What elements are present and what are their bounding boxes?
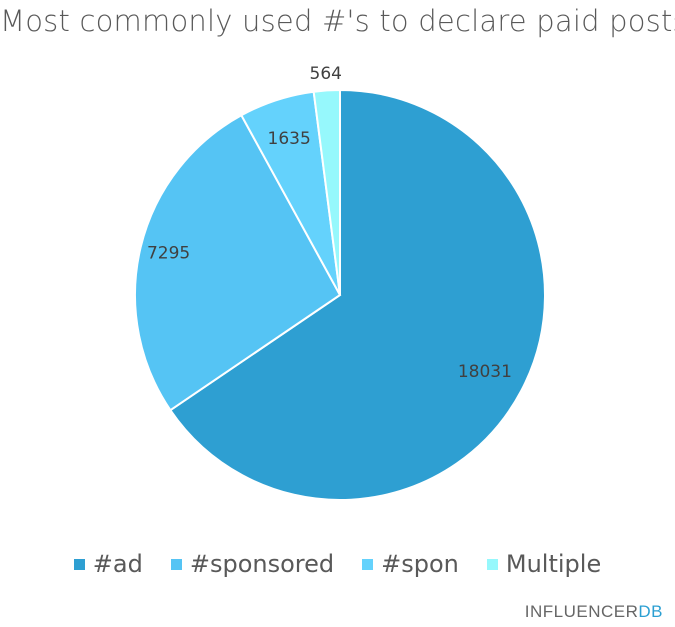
legend-swatch-ad — [73, 558, 85, 570]
legend-label-sponsored: #sponsored — [189, 550, 335, 578]
data-label-spon: 1635 — [268, 129, 311, 149]
legend-item-multiple[interactable]: Multiple — [486, 550, 602, 578]
pie-slice-multiple[interactable] — [312, 88, 341, 296]
legend: #ad #sponsored #spon Multiple — [0, 550, 675, 578]
legend-label-spon: #spon — [381, 550, 459, 578]
brand-logo: INFLUENCERDB — [525, 602, 663, 622]
legend-label-multiple: Multiple — [505, 550, 602, 578]
legend-item-sponsored[interactable]: #sponsored — [170, 550, 335, 578]
chart-title: Most commonly used #'s to declare paid p… — [0, 4, 675, 38]
legend-label-ad: #ad — [92, 550, 143, 578]
legend-swatch-sponsored — [170, 558, 182, 570]
brand-logo-part2: DB — [638, 602, 663, 621]
pie-slice-sponsored[interactable] — [134, 113, 342, 412]
data-label-ad: 18031 — [458, 362, 512, 382]
legend-swatch-multiple — [486, 558, 498, 570]
legend-item-ad[interactable]: #ad — [73, 550, 143, 578]
legend-item-spon[interactable]: #spon — [362, 550, 459, 578]
brand-logo-part1: INFLUENCER — [524, 602, 639, 621]
data-label-multiple: 564 — [310, 64, 342, 84]
legend-swatch-spon — [362, 558, 374, 570]
data-label-sponsored: 7295 — [147, 244, 190, 264]
pie-slice-ad[interactable] — [169, 88, 546, 501]
